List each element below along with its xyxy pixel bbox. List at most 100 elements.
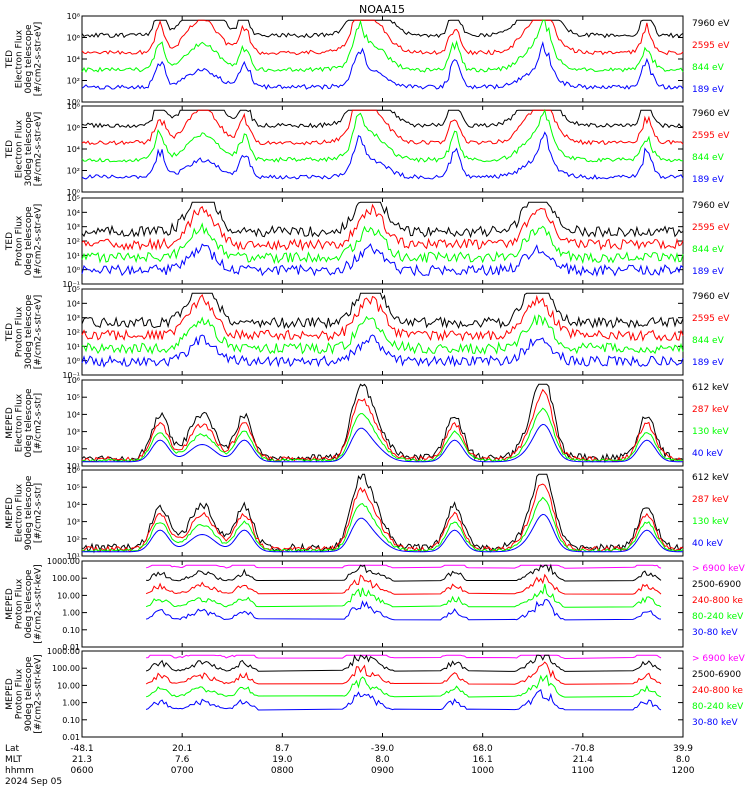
y-axis-label-line: [#/cm2-s-str-eV] [34, 22, 44, 97]
y-axis-label-line: [#/cm2-s-str-keV] [34, 564, 44, 643]
legend-entry: 2595 eV [692, 131, 730, 141]
ytick-label: 10⁴ [67, 500, 80, 509]
ytick-label: 10⁵ [67, 393, 80, 402]
series-line [81, 19, 684, 39]
xtick-lat-label: -70.8 [571, 744, 595, 754]
ytick-label: 10² [67, 535, 80, 544]
series-line [146, 563, 662, 582]
xtick-lat-label: 68.0 [473, 744, 493, 754]
legend-entry: > 6900 keV [692, 654, 746, 664]
panel-3: 10⁻¹ 10⁰ 10¹ 10² 10³ 10⁴ 10⁵ TED Proton Flux 0deg… [5, 194, 730, 289]
y-axis-label-line: TED [5, 50, 15, 69]
y-axis-label: MEPED Proton Flux 0deg telescope [#/cm2-s-s… [5, 564, 44, 643]
panel-5: 10¹ 10² 10³ 10⁴ 10⁵ 10⁶ MEPED Electron Flux 0deg… [5, 376, 729, 471]
ytick-label: 1000.00 [47, 557, 80, 566]
series-line [82, 423, 683, 463]
legend-entry: 287 keV [692, 405, 729, 415]
ytick-label: 10⁰ [67, 266, 80, 275]
y-axis-label-line: 0deg telescope [24, 24, 34, 94]
legend-entry: 612 keV [692, 473, 729, 483]
ytick-label: 10¹ [67, 251, 80, 260]
ytick-label: 10⁶ [67, 376, 80, 385]
xtick-mlt-label: 21.3 [72, 755, 92, 765]
ytick-label: 0.10 [62, 716, 80, 725]
y-axis-label-line: 0deg telescope [24, 569, 34, 639]
xtick-time-label: 1200 [672, 766, 695, 776]
legend-entry: 7960 eV [692, 201, 730, 211]
ytick-label: 10⁶ [67, 466, 80, 475]
series-line [81, 41, 684, 91]
ytick-label: 10⁴ [67, 410, 80, 419]
legend-entry: 2595 eV [692, 41, 730, 51]
ytick-label: 10.00 [57, 681, 80, 690]
legend-entry: 80-240 keV [692, 612, 744, 622]
series-line [81, 292, 684, 330]
xtick-mlt-label: 19.0 [272, 755, 292, 765]
series-line [81, 109, 684, 146]
y-axis-label-line: Proton Flux [15, 668, 25, 719]
legend-entry: 287 keV [692, 495, 729, 505]
y-axis-label: MEPED Electron Flux 0deg telescope [#/cm2-s… [5, 388, 44, 458]
ytick-label: 10² [67, 237, 80, 246]
ytick-label: 10⁴ [67, 299, 80, 308]
y-axis-label-line: Electron Flux [15, 393, 25, 452]
y-axis-label-line: [#/cm2-s-str-eV] [34, 204, 44, 279]
series-line [81, 473, 684, 554]
panel-2: 10⁰ 10² 10⁴ 10⁶ 10⁸ TED Electron Flux 30deg tel… [5, 102, 730, 197]
legend-entry: 2500-6900 [692, 580, 741, 590]
xtick-time-label: 0600 [71, 766, 94, 776]
ytick-label: 10³ [67, 428, 80, 437]
legend-entry: 30-80 keV [692, 628, 738, 638]
y-axis-label-line: TED [5, 232, 15, 251]
legend-entry: 612 keV [692, 383, 729, 393]
ytick-label: 10⁰ [67, 357, 80, 366]
legend-entry: 844 eV [692, 245, 725, 255]
xtick-time-label: 0700 [171, 766, 194, 776]
ytick-label: 10⁸ [67, 12, 80, 21]
xtick-lat-label: 20.1 [172, 744, 192, 754]
y-axis-label: TED Proton Flux 0deg telescope [#/cm2-s-str… [5, 204, 44, 279]
y-axis-label-line: [#/cm2-s-str] [34, 483, 44, 543]
x-row-label: Lat [5, 744, 20, 754]
legend-entry: 7960 eV [692, 109, 730, 119]
ytick-label: 10² [67, 445, 80, 454]
ytick-label: 10⁴ [67, 55, 80, 64]
y-axis-label: TED Electron Flux 30deg telescope [#/cm2-s-… [5, 111, 44, 186]
legend-entry: 2595 eV [692, 314, 730, 324]
y-axis-label: TED Electron Flux 0deg telescope [#/cm2-s-s… [5, 22, 44, 97]
series-line [82, 513, 683, 553]
ytick-label: 1.00 [62, 699, 80, 708]
y-axis-label-line: Electron Flux [15, 483, 25, 542]
ytick-label: 10³ [67, 223, 80, 232]
series-line [145, 674, 662, 698]
panel-6: 10¹ 10² 10³ 10⁴ 10⁵ 10⁶ MEPED Electron Flux 90de… [5, 466, 729, 561]
y-axis-label-line: 90deg telescope [24, 656, 34, 731]
legend-entry: 844 eV [692, 336, 725, 346]
series-line [81, 483, 684, 553]
legend-entry: 189 eV [692, 175, 725, 185]
series-line [81, 383, 684, 464]
ytick-label: 10² [67, 77, 80, 86]
xtick-lat-label: 8.7 [275, 744, 289, 754]
xtick-mlt-label: 8.0 [676, 755, 691, 765]
series-line [81, 334, 684, 368]
legend-entry: 130 keV [692, 517, 729, 527]
series-line [145, 688, 662, 711]
y-axis-label-line: TED [5, 323, 15, 342]
xtick-lat-label: 39.9 [673, 744, 693, 754]
ytick-label: 100.00 [52, 574, 80, 583]
ytick-label: 10¹ [67, 552, 80, 561]
series-line [145, 661, 662, 685]
legend-entry: 844 eV [692, 153, 725, 163]
series-line [81, 243, 684, 278]
y-axis-label-line: MEPED [5, 678, 15, 710]
series-line [81, 294, 684, 342]
y-axis-label-line: 30deg telescope [24, 294, 34, 369]
chart-title: NOAA15 [359, 3, 405, 16]
series-line [81, 314, 684, 355]
legend-entry: 240-800 ke [692, 596, 743, 606]
y-axis-label: MEPED Electron Flux 90deg telescope [#/cm2-… [5, 475, 44, 550]
y-axis-label-line: Proton Flux [15, 306, 25, 357]
ytick-label: 10⁵ [67, 285, 80, 294]
